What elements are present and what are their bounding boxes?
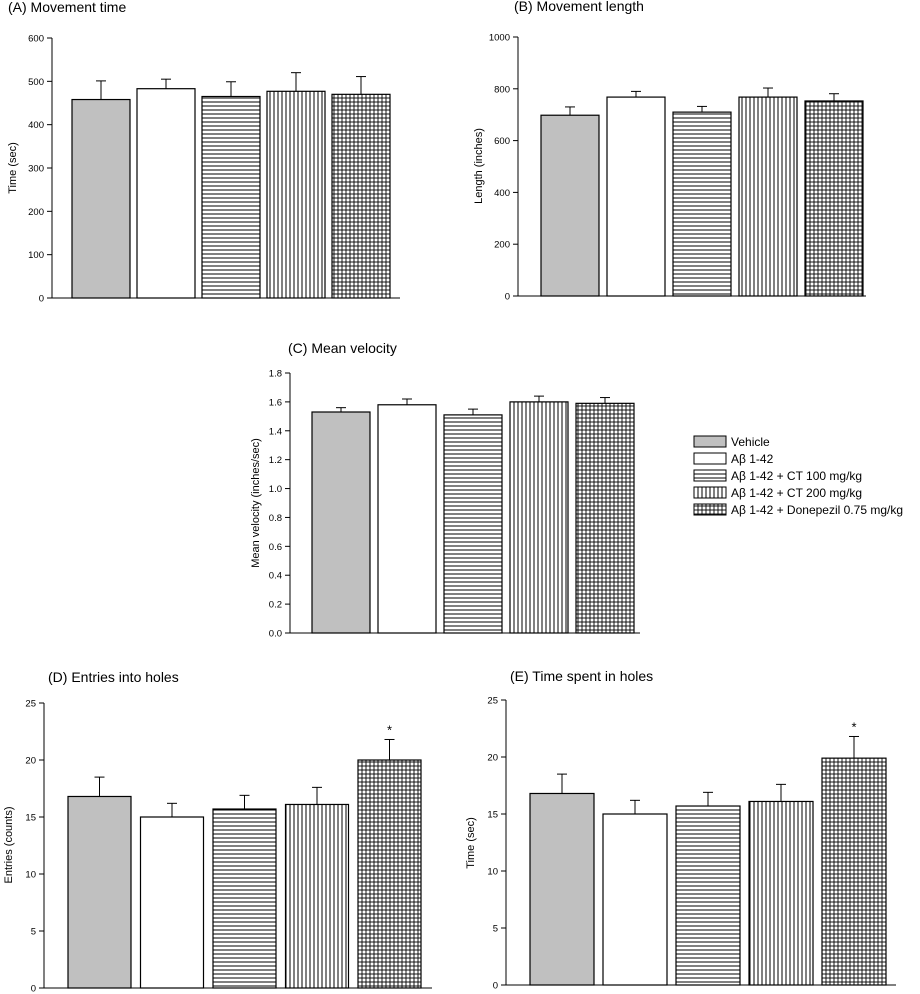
panel-b-ylabel: Length (inches) <box>473 128 485 204</box>
panel-c-ytick-label: 1.0 <box>269 484 282 495</box>
panel-a-ytick-label: 300 <box>28 164 44 175</box>
panel-d-bar-abeta <box>139 816 205 989</box>
panel-a-ytick-label: 400 <box>28 120 44 131</box>
legend-label-ct100: Aβ 1-42 + CT 100 mg/kg <box>731 469 862 483</box>
panel-d-bar-donepezil <box>357 759 422 989</box>
legend-swatch-abeta <box>693 452 727 465</box>
panel-c: 0.0 0.2 0.4 0.6 0.8 1.0 1.2 1.4 1.6 1.8 <box>269 369 640 640</box>
panel-b-bar-donepezil <box>804 100 864 297</box>
panel-b-ytick-label: 800 <box>494 84 510 95</box>
panel-e: 0 5 10 15 20 25 * <box>487 696 896 992</box>
panel-c-ytick-label: 0.0 <box>269 629 282 640</box>
panel-b-bar-abeta <box>606 96 666 297</box>
panel-c-ytick-label: 0.6 <box>269 542 282 553</box>
panel-d-significance-donepezil: * <box>387 722 392 737</box>
panel-d-bar-ct200 <box>284 803 350 989</box>
panel-e-bar-vehicle <box>529 792 595 986</box>
panel-c-title: (C) Mean velocity <box>288 340 397 356</box>
panel-e-bar-ct200 <box>748 800 814 986</box>
legend-label-ct200: Aβ 1-42 + CT 200 mg/kg <box>731 486 862 500</box>
legend-label-donepezil: Aβ 1-42 + Donepezil 0.75 mg/kg <box>731 503 903 517</box>
panel-b-ytick-label: 600 <box>494 136 510 147</box>
panel-e-ytick-label: 25 <box>487 696 498 707</box>
panel-c-bar-abeta <box>377 404 437 634</box>
panel-e-title: (E) Time spent in holes <box>510 668 653 684</box>
panel-e-ytick-label: 15 <box>487 810 498 821</box>
panel-b-ytick-label: 400 <box>494 188 510 199</box>
panel-b-bar-vehicle <box>540 114 600 297</box>
panel-c-ytick-label: 1.4 <box>269 426 282 437</box>
panel-b-ytick-label: 1000 <box>489 33 510 44</box>
panel-a-bar-donepezil <box>331 93 391 299</box>
panel-e-bar-ct100 <box>675 805 741 986</box>
panel-c-ytick-label: 1.8 <box>269 369 282 380</box>
panel-a-ytick-label: 200 <box>28 207 44 218</box>
panel-e-ytick-label: 0 <box>493 981 498 992</box>
legend: Vehicle Aβ 1-42 Aβ 1-42 + CT 100 mg/kg A… <box>693 435 903 517</box>
legend-label-abeta: Aβ 1-42 <box>731 452 774 466</box>
panel-d-ytick-label: 10 <box>25 870 36 881</box>
legend-swatch-donepezil <box>693 503 727 516</box>
panel-a-bar-abeta <box>136 88 196 299</box>
legend-label-vehicle: Vehicle <box>731 435 770 449</box>
panel-d-bar-vehicle <box>67 795 132 989</box>
panel-c-bar-vehicle <box>311 411 371 634</box>
panel-c-ytick-label: 1.6 <box>269 397 282 408</box>
panel-c-bar-ct200 <box>509 401 569 634</box>
panel-c-bar-ct100 <box>443 414 503 634</box>
panel-e-bar-abeta <box>602 813 668 986</box>
panel-b-ytick-label: 0 <box>505 292 510 303</box>
panel-e-bar-donepezil <box>821 757 887 986</box>
panel-b: 0 200 400 600 800 1000 <box>489 33 866 303</box>
panel-c-ytick-label: 1.2 <box>269 455 282 466</box>
panel-d-ytick-label: 25 <box>25 699 36 710</box>
panel-b-bar-ct100 <box>672 111 732 297</box>
panel-e-ylabel: Time (sec) <box>465 817 477 869</box>
panel-c-bar-donepezil <box>575 402 635 634</box>
panel-a-ylabel: Time (sec) <box>7 142 19 194</box>
panel-a-title: (A) Movement time <box>8 0 126 15</box>
panel-a-bar-ct200 <box>266 90 326 299</box>
panel-a-ytick-label: 0 <box>39 294 44 305</box>
panel-d-title: (D) Entries into holes <box>48 669 179 685</box>
legend-swatch-ct200 <box>693 486 727 499</box>
panel-c-ytick-label: 0.2 <box>269 600 282 611</box>
panel-a-ytick-label: 100 <box>28 250 44 261</box>
panel-e-ytick-label: 20 <box>487 753 498 764</box>
panel-d-ytick-label: 5 <box>31 927 36 938</box>
panel-e-significance-donepezil: * <box>851 719 856 734</box>
panel-b-title: (B) Movement length <box>514 0 644 14</box>
panel-e-ytick-label: 10 <box>487 867 498 878</box>
panel-a-bar-vehicle <box>71 98 131 299</box>
panel-d-ytick-label: 15 <box>25 813 36 824</box>
panel-b-ytick-label: 200 <box>494 240 510 251</box>
panel-c-ylabel: Mean velocity (inches/sec) <box>250 438 262 568</box>
chart-panels: 0100200300400500600020040060080010000.00… <box>25 33 896 994</box>
panel-d-ytick-label: 20 <box>25 756 36 767</box>
panel-d: 0 5 10 15 20 25 * <box>25 699 432 994</box>
legend-swatch-vehicle <box>693 435 727 448</box>
panel-d-ylabel: Entries (counts) <box>3 806 15 883</box>
panel-d-ytick-label: 0 <box>31 984 36 994</box>
panel-a-ytick-label: 600 <box>28 34 44 45</box>
panel-a-bar-ct100 <box>201 95 261 299</box>
panel-b-bar-ct200 <box>738 96 798 297</box>
legend-swatch-ct100 <box>693 469 727 482</box>
panel-e-ytick-label: 5 <box>493 924 498 935</box>
panel-c-ytick-label: 0.4 <box>269 571 282 582</box>
panel-d-bar-ct100 <box>212 808 277 989</box>
panel-a: 0 100 200 300 400 500 600 <box>28 34 400 305</box>
panel-c-ytick-label: 0.8 <box>269 513 282 524</box>
panel-a-ytick-label: 500 <box>28 77 44 88</box>
